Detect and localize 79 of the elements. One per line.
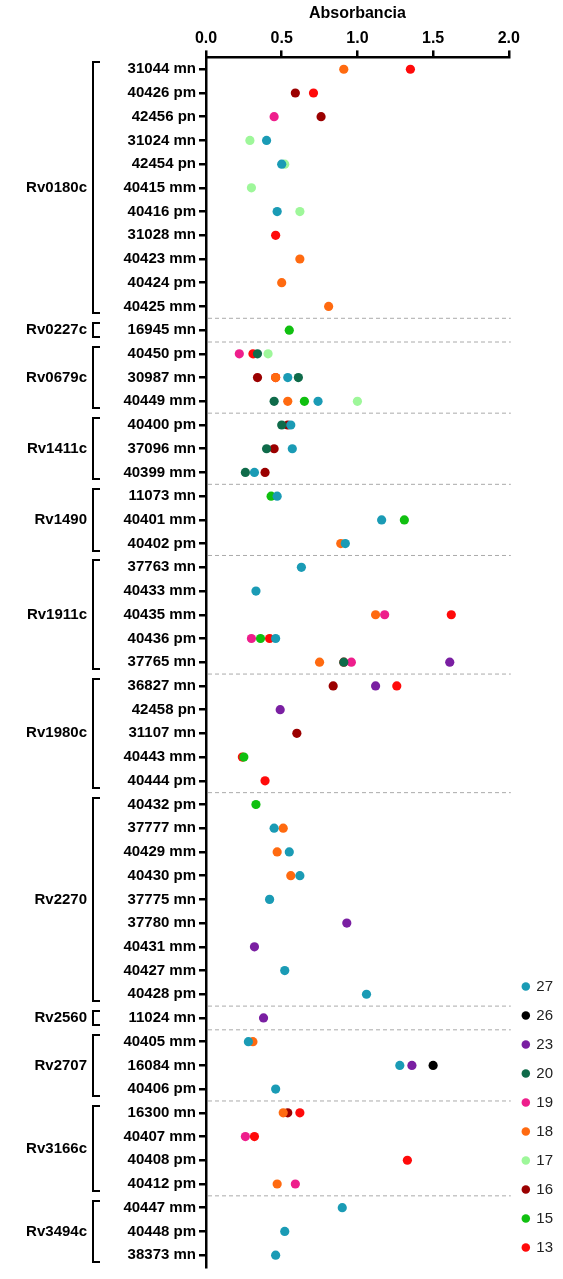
y-tick-label: 16300 mn (127, 1102, 196, 1120)
legend-label: 20 (536, 1063, 553, 1081)
y-tick-label: 40448 pm (127, 1221, 196, 1239)
y-tick-label: 40428 pm (127, 984, 196, 1002)
legend-label: 16 (536, 1179, 553, 1197)
y-tick-label: 40449 mm (123, 391, 196, 409)
y-tick-label: 37765 mn (127, 652, 196, 670)
y-tick-label: 11073 mn (128, 486, 196, 504)
text: Rv1980c (26, 723, 87, 741)
y-tick-label: 40405 mm (123, 1031, 196, 1049)
y-tick-label: 40427 mm (123, 960, 196, 978)
x-tick-label: 2.0 (497, 29, 521, 47)
y-tick-label: 40416 pm (127, 201, 196, 219)
text: Rv2707 (34, 1055, 87, 1073)
y-tick-label: 42456 pn (131, 106, 196, 124)
x-tick-label: 1.0 (346, 29, 369, 47)
text: Rv2270 (34, 889, 87, 907)
y-tick-label: 37096 mn (127, 438, 196, 456)
y-tick-label: 37780 mn (127, 913, 196, 931)
text: Rv3166c (26, 1138, 87, 1156)
y-tick-label: 11024 mn (128, 1008, 196, 1026)
y-tick-label: 31024 mn (127, 130, 196, 148)
y-tick-label: 40408 pm (127, 1150, 196, 1168)
y-tick-label: 30987 mn (127, 367, 196, 385)
x-axis-title: Absorbancia (308, 4, 406, 22)
x-tick-label: 0.0 (194, 29, 218, 47)
y-tick-label: 16084 mn (127, 1055, 196, 1073)
y-tick-label: 40444 pm (127, 770, 196, 788)
y-tick-label: 40425 mm (123, 296, 196, 314)
text: Rv0180c (26, 177, 87, 195)
y-tick-label: 40430 pm (127, 865, 196, 883)
text: Rv0679c (26, 367, 87, 385)
y-tick-label: 42454 pn (131, 154, 196, 172)
text: Rv1411c (26, 438, 87, 456)
y-tick-label: 40433 mm (123, 581, 196, 599)
y-tick-label: 40450 pm (127, 344, 196, 362)
y-tick-label: 40447 mm (123, 1197, 196, 1215)
legend-label: 15 (536, 1208, 553, 1226)
y-tick-label: 40400 pm (127, 415, 196, 433)
y-tick-label: 40432 pm (127, 794, 196, 812)
text: Rv3494c (26, 1221, 87, 1239)
y-tick-label: 40436 pm (127, 628, 196, 646)
y-tick-label: 16945 mn (127, 320, 196, 338)
y-tick-label: 40424 pm (127, 272, 196, 290)
text: Rv0227c (26, 320, 87, 338)
y-tick-label: 37777 mn (127, 818, 196, 836)
y-tick-label: 36827 mn (127, 676, 196, 694)
legend-label: 26 (536, 1005, 553, 1023)
y-tick-label: 40435 mm (123, 604, 196, 622)
legend-label: 23 (536, 1034, 553, 1052)
text: Rv2560 (34, 1008, 87, 1026)
y-tick-label: 40423 mm (123, 249, 196, 267)
y-tick-label: 40412 pm (127, 1174, 196, 1192)
y-tick-label: 31107 mn (128, 723, 196, 741)
y-tick-label: 37775 mn (127, 889, 196, 907)
x-tick-label: 0.5 (270, 29, 293, 47)
y-tick-label: 40399 mm (123, 462, 196, 480)
legend-label: 19 (536, 1092, 553, 1110)
legend-label: 17 (536, 1150, 553, 1168)
legend-label: 27 (536, 976, 553, 994)
y-tick-label: 42458 pn (131, 699, 196, 717)
text: Rv1490 (34, 510, 87, 528)
y-tick-label: 37763 mn (127, 557, 196, 575)
y-tick-label: 40443 mm (123, 747, 196, 765)
y-tick-label: 40415 mm (123, 177, 196, 195)
text: Rv1911c (26, 604, 87, 622)
y-tick-label: 40406 pm (127, 1079, 196, 1097)
y-tick-label: 40429 mm (123, 842, 196, 860)
x-tick-label: 1.5 (421, 29, 445, 47)
legend-label: 13 (536, 1237, 553, 1255)
y-tick-label: 40402 pm (127, 533, 196, 551)
y-tick-label: 40407 mm (123, 1126, 196, 1144)
y-tick-label: 38373 mn (127, 1245, 196, 1263)
y-tick-label: 31044 mn (127, 59, 196, 77)
y-tick-label: 40401 mm (123, 510, 196, 528)
y-tick-label: 40426 pm (127, 83, 196, 101)
legend-label: 18 (536, 1121, 553, 1139)
y-tick-label: 40431 mm (123, 936, 196, 954)
y-tick-label: 31028 mn (127, 225, 196, 243)
